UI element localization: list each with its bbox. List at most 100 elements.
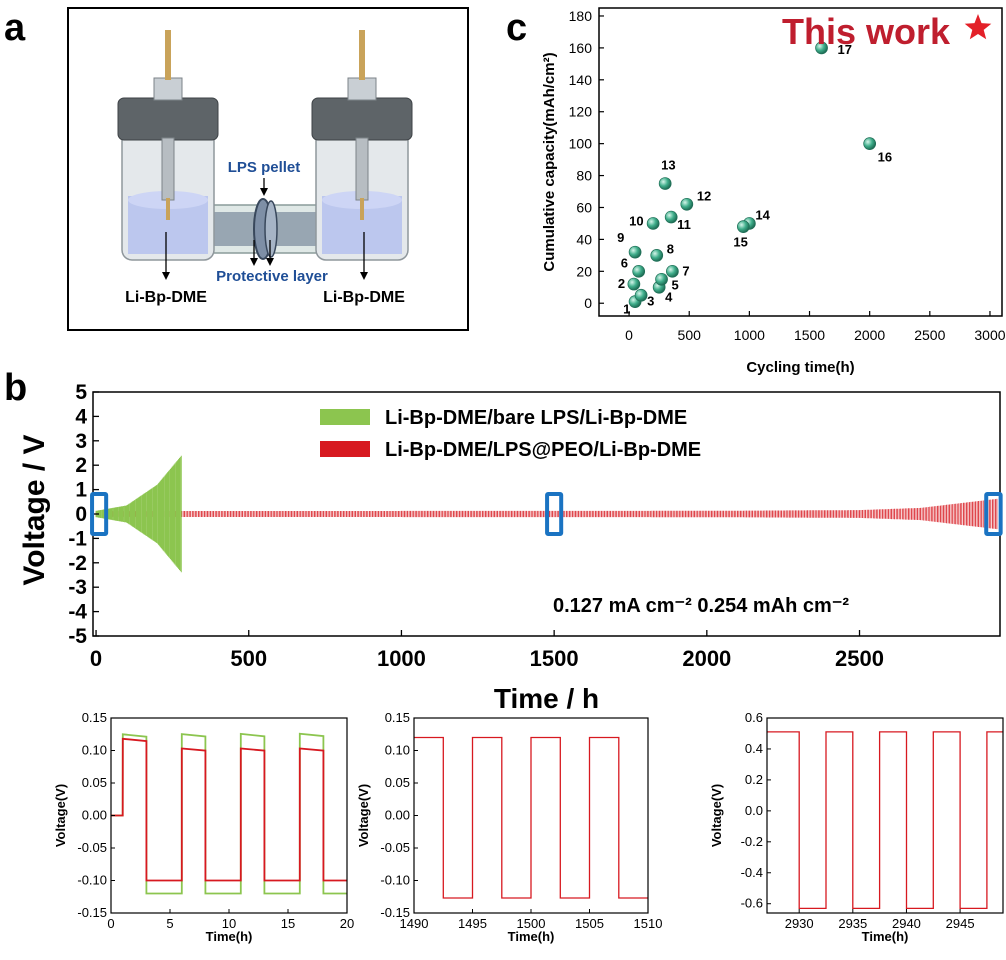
left-cap-knob bbox=[153, 77, 183, 101]
inset-y-tick-label: 0.00 bbox=[385, 808, 410, 823]
y-tick-label: 60 bbox=[576, 199, 592, 215]
inset-y-tick-label: -0.05 bbox=[380, 840, 410, 855]
scatter-point bbox=[634, 288, 648, 302]
scatter-point bbox=[664, 210, 678, 224]
x-tick-label: 0 bbox=[625, 327, 633, 343]
point-label: 13 bbox=[661, 158, 675, 173]
schematic-panel-a: LPS pellet Protective layer Li-Bp-DME Li… bbox=[67, 7, 469, 331]
x-axis-title: Time / h bbox=[494, 683, 599, 714]
inset-series-line bbox=[111, 732, 347, 895]
scatter-point bbox=[863, 137, 877, 150]
left-electrolyte-label: Li-Bp-DME bbox=[125, 289, 207, 306]
inset-x-axis-title: Time(h) bbox=[206, 929, 253, 944]
y-tick-label: 140 bbox=[569, 72, 593, 88]
current-density-annotation: 0.127 mA cm⁻² 0.254 mAh cm⁻² bbox=[553, 595, 849, 617]
inset-y-tick-label: 0.00 bbox=[82, 808, 107, 823]
y-tick-label: 2 bbox=[75, 454, 87, 477]
point-label: 2 bbox=[618, 276, 625, 291]
left-lead-rod bbox=[165, 30, 171, 80]
scatter-point bbox=[632, 264, 646, 278]
series-envelope-bare-lps bbox=[95, 455, 182, 573]
inset-y-tick-label: -0.4 bbox=[741, 865, 763, 880]
point-label: 7 bbox=[682, 263, 689, 278]
x-tick-label: 1000 bbox=[377, 646, 426, 671]
inset-y-tick-label: 0.15 bbox=[385, 710, 410, 725]
point-label: 15 bbox=[733, 235, 747, 250]
lps-pellet-label: LPS pellet bbox=[228, 159, 301, 176]
left-cap bbox=[117, 97, 219, 141]
x-tick-label: 500 bbox=[230, 646, 267, 671]
inset-y-tick-label: -0.6 bbox=[741, 896, 763, 911]
legend-label-2: Li-Bp-DME/LPS@PEO/Li-Bp-DME bbox=[385, 439, 701, 461]
inset-y-tick-label: 0.2 bbox=[745, 772, 763, 787]
panel-label-b: b bbox=[4, 367, 27, 409]
y-tick-label: -4 bbox=[68, 601, 87, 624]
point-label: 14 bbox=[755, 207, 770, 222]
point-label: 3 bbox=[647, 293, 654, 308]
y-tick-label: 5 bbox=[75, 381, 87, 404]
x-tick-label: 0 bbox=[90, 646, 102, 671]
y-tick-label: -1 bbox=[68, 527, 87, 550]
point-label: 9 bbox=[617, 230, 624, 245]
y-tick-label: 0 bbox=[75, 503, 87, 526]
inset-x-tick-label: 2935 bbox=[838, 916, 867, 931]
inset-x-tick-label: 15 bbox=[281, 916, 295, 931]
inset-y-tick-label: -0.05 bbox=[77, 840, 107, 855]
inset-chart-1: 0 5 10 15 20 -0.15 -0.10 -0.05 0.00 0.05 0.10 0.15 T… bbox=[53, 710, 354, 944]
inset-y-tick-label: -0.15 bbox=[77, 905, 107, 920]
x-tick-label: 1500 bbox=[794, 327, 825, 343]
left-lead-tip bbox=[166, 198, 170, 220]
inset-y-axis-title: Voltage(V) bbox=[356, 784, 371, 847]
scatter-point bbox=[655, 272, 668, 286]
y-tick-label: -3 bbox=[68, 576, 87, 599]
inset-x-tick-label: 5 bbox=[166, 916, 173, 931]
point-label: 6 bbox=[621, 255, 628, 270]
right-cap bbox=[311, 97, 413, 141]
scatter-point bbox=[666, 264, 679, 278]
point-label: 16 bbox=[878, 150, 892, 165]
inset-y-axis-title: Voltage(V) bbox=[709, 784, 724, 847]
y-axis-title: Cumulative capacity(mAh/cm²) bbox=[541, 52, 558, 271]
inset-y-tick-label: 0.4 bbox=[745, 741, 763, 756]
inset-y-tick-label: -0.10 bbox=[380, 873, 410, 888]
left-electrolyte-arrowhead bbox=[162, 272, 170, 280]
legend-swatch-2 bbox=[320, 441, 370, 457]
inset-chart-3: 2930 2935 2940 2945 -0.6 -0.4 -0.2 0.0 0.2 0.4 0.6… bbox=[709, 710, 1004, 944]
scatter-point bbox=[737, 220, 750, 233]
inset-y-tick-label: 0.10 bbox=[385, 743, 410, 758]
y-tick-label: 160 bbox=[569, 40, 593, 56]
inset-x-tick-label: 2945 bbox=[946, 916, 975, 931]
x-tick-label: 2500 bbox=[835, 646, 884, 671]
y-tick-label: 80 bbox=[576, 168, 592, 184]
point-label: 17 bbox=[838, 42, 852, 57]
inset-y-tick-label: 0.15 bbox=[82, 710, 107, 725]
right-cell bbox=[311, 30, 413, 261]
scatter-point bbox=[628, 245, 642, 259]
y-tick-label: 4 bbox=[75, 405, 87, 428]
inset-x-tick-label: 10 bbox=[222, 916, 236, 931]
inset-y-tick-label: -0.10 bbox=[77, 873, 107, 888]
y-tick-label: 1 bbox=[75, 479, 87, 502]
inset-x-axis-title: Time(h) bbox=[508, 929, 555, 944]
point-label: 1 bbox=[623, 302, 630, 317]
inset-x-tick-label: 2930 bbox=[785, 916, 814, 931]
x-tick-label: 1000 bbox=[734, 327, 765, 343]
inset-chart-2: 1490 1495 1500 1505 1510 -0.15 -0.10 -0.05 0.00 0… bbox=[356, 710, 662, 944]
y-tick-label: 100 bbox=[569, 136, 593, 152]
right-cap-knob bbox=[347, 77, 377, 101]
inset-x-tick-label: 1500 bbox=[517, 916, 546, 931]
inset-y-tick-label: 0.05 bbox=[385, 775, 410, 790]
scatter-chart-c: 0 500 1000 1500 2000 2500 3000 0 20 40 60 80 100 120 1… bbox=[541, 7, 1006, 376]
y-tick-label: 40 bbox=[576, 231, 592, 247]
panel-label-c: c bbox=[506, 7, 527, 49]
y-tick-label: -5 bbox=[68, 625, 87, 648]
inset-x-tick-label: 1495 bbox=[458, 916, 487, 931]
inset-series-line bbox=[767, 731, 1003, 910]
x-tick-label: 1500 bbox=[530, 646, 579, 671]
highlight-window-3 bbox=[984, 491, 1003, 537]
lps-pellet-arrowhead bbox=[260, 188, 268, 196]
right-lead-rod bbox=[359, 30, 365, 80]
inset-series-line bbox=[111, 737, 347, 882]
point-label: 5 bbox=[672, 277, 679, 292]
